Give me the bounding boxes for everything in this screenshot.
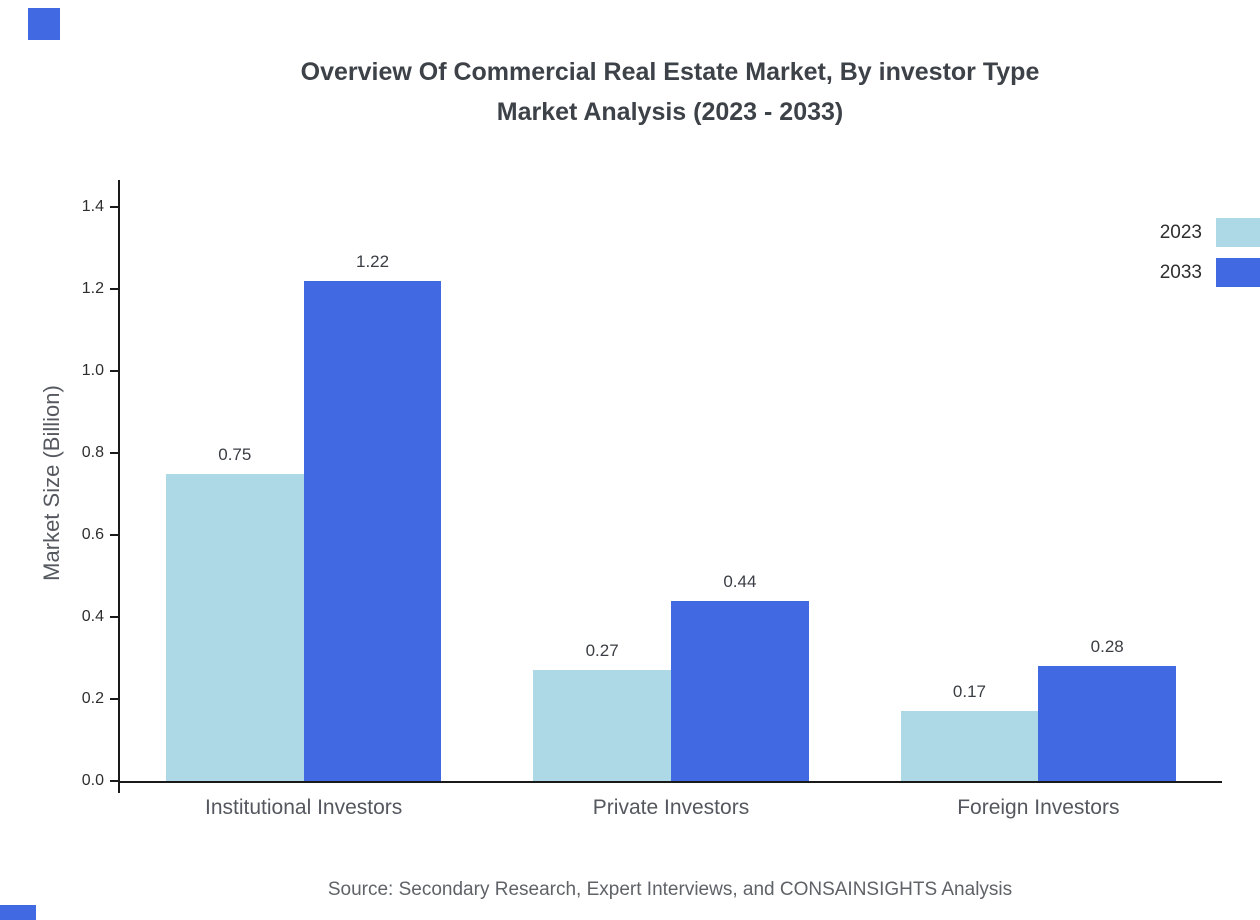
legend-label-2023: 2023 [1159, 221, 1202, 243]
y-tick-mark [110, 780, 118, 782]
legend-swatch-2023 [1216, 218, 1260, 247]
bar-value-label: 0.17 [952, 682, 986, 702]
chart-title: Overview Of Commercial Real Estate Marke… [80, 52, 1260, 132]
bar-2033-2 [1038, 666, 1177, 781]
y-tick-mark [110, 370, 118, 373]
y-tick-label: 1.4 [81, 198, 104, 216]
bar-2023-1 [533, 670, 671, 781]
y-tick-mark [110, 452, 118, 455]
legend-label-2033: 2033 [1159, 261, 1202, 283]
bar-value-label: 0.28 [1090, 637, 1124, 657]
y-tick-mark [110, 616, 118, 619]
y-tick-label: 0.4 [81, 608, 104, 626]
y-tick-label: 0.6 [81, 526, 104, 544]
corner-accent-top [28, 8, 60, 40]
legend-item-2033: 2033 [1160, 258, 1260, 287]
x-axis-spine [118, 781, 1222, 783]
y-tick-label: 0.8 [81, 444, 104, 462]
x-category-label: Institutional Investors [205, 796, 403, 819]
legend-item-2023: 2023 [1160, 218, 1260, 247]
bar-2023-2 [900, 711, 1039, 781]
bar-2033-0 [303, 280, 442, 781]
y-tick-mark [110, 534, 118, 537]
y-tick-mark [110, 288, 118, 291]
x-category-label: Private Investors [592, 796, 750, 819]
chart-title-line1: Overview Of Commercial Real Estate Marke… [300, 58, 1040, 86]
bar-2033-1 [671, 600, 809, 781]
y-tick-label: 1.0 [81, 362, 104, 380]
bar-value-label: 0.44 [723, 571, 757, 591]
legend: 2023 2033 [1160, 218, 1260, 287]
y-tick-mark [110, 698, 118, 700]
y-tick-label: 0.0 [81, 772, 104, 789]
y-tick-mark [110, 206, 118, 209]
bar-value-label: 0.27 [585, 641, 619, 661]
legend-swatch-2033 [1216, 258, 1260, 287]
bar-value-label: 1.22 [355, 251, 390, 271]
source-note: Source: Secondary Research, Expert Inter… [327, 879, 1013, 900]
bar-value-label: 0.75 [218, 444, 252, 464]
y-axis-spine [118, 180, 120, 793]
y-tick-label: 1.2 [81, 280, 104, 298]
chart-title-line2: Market Analysis (2023 - 2033) [496, 98, 844, 126]
corner-accent-bottom [0, 905, 36, 920]
x-category-label: Foreign Investors [957, 796, 1120, 819]
bar-2023-0 [165, 473, 304, 781]
y-tick-label: 0.2 [81, 690, 104, 707]
